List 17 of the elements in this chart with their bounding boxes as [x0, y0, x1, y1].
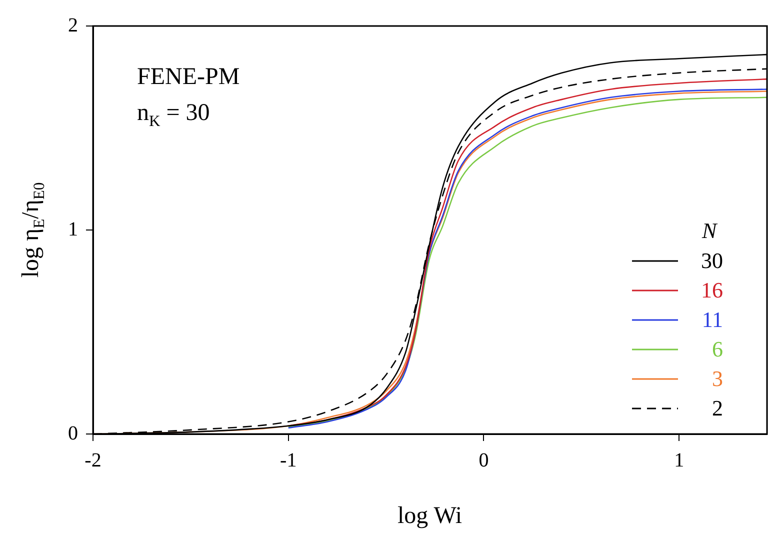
legend-label: 30: [701, 248, 723, 273]
y-tick-label: 0: [68, 422, 78, 444]
x-tick-label: -2: [84, 449, 102, 472]
annotation: FENE-PM: [137, 64, 240, 90]
y-tick-label: 2: [68, 14, 78, 36]
legend-label: 2: [712, 396, 723, 420]
y-tick-label: 1: [68, 218, 78, 240]
y-axis-title: log ηE/ηE0: [18, 182, 48, 278]
x-tick-label: 1: [674, 449, 684, 472]
x-tick-label: -1: [280, 449, 297, 472]
legend-label: 11: [702, 307, 723, 332]
legend-label: 6: [712, 336, 723, 362]
legend-title: N: [701, 218, 718, 243]
x-axis-title: log Wi: [397, 503, 462, 529]
x-tick-label: 0: [478, 449, 489, 472]
legend-label: 16: [701, 278, 723, 302]
legend-label: 3: [712, 366, 723, 391]
